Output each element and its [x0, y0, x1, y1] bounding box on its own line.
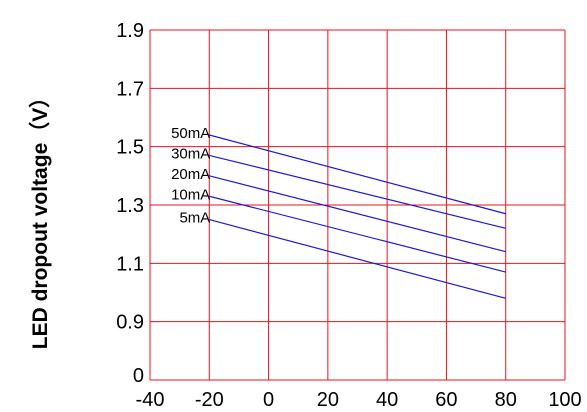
y-tick-labels: 0 0.9 1.1 1.3 1.5 1.7 1.9	[116, 20, 144, 387]
series-lines	[209, 135, 505, 298]
x-tick-label: 100	[548, 389, 581, 411]
x-tick-label: -20	[195, 389, 224, 411]
series-label-50mA: 50mA	[171, 125, 210, 142]
series-line-5mA	[209, 220, 505, 299]
x-tick-label: 80	[495, 389, 517, 411]
x-tick-labels: -40 -20 0 20 40 60 80 100	[136, 389, 582, 411]
y-tick-label: 0	[133, 365, 144, 387]
y-tick-label: 1.9	[116, 20, 144, 42]
y-tick-label: 1.1	[116, 253, 144, 275]
series-line-20mA	[209, 176, 505, 252]
x-tick-label: 60	[435, 389, 457, 411]
y-tick-label: 0.9	[116, 312, 144, 334]
x-tick-label: 20	[317, 389, 339, 411]
series-label-20mA: 20mA	[171, 166, 210, 183]
y-axis-title: LED dropout voltage（V）	[28, 87, 52, 350]
y-tick-label: 1.3	[116, 195, 144, 217]
x-tick-label: -40	[136, 389, 165, 411]
series-labels: 50mA 30mA 20mA 10mA 5mA	[171, 125, 210, 227]
x-tick-label: 40	[376, 389, 398, 411]
y-tick-label: 1.5	[116, 137, 144, 159]
series-label-5mA: 5mA	[179, 210, 210, 227]
y-tick-label: 1.7	[116, 78, 144, 100]
x-tick-label: 0	[263, 389, 274, 411]
series-label-10mA: 10mA	[171, 186, 210, 203]
series-label-30mA: 30mA	[171, 145, 210, 162]
series-line-10mA	[209, 196, 505, 272]
series-line-30mA	[209, 155, 505, 228]
grid	[150, 30, 565, 380]
